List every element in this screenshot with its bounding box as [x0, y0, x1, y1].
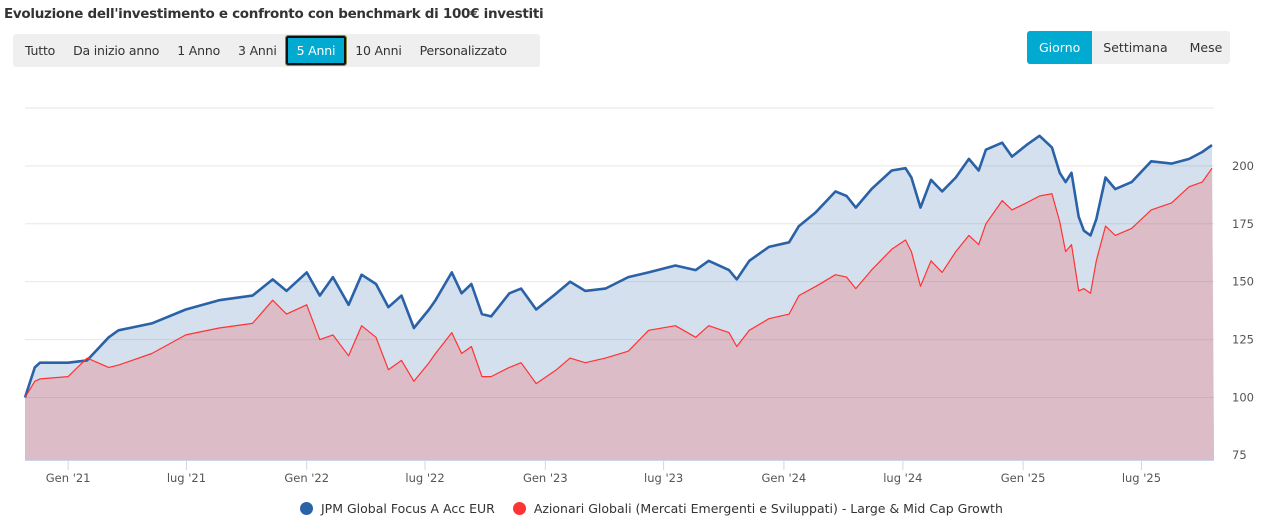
legend: JPM Global Focus A Acc EUR Azionari Glob…: [300, 501, 1021, 516]
y-tick-label: 200: [1232, 159, 1254, 173]
legend-label-fund: JPM Global Focus A Acc EUR: [321, 501, 495, 516]
range-button-ytd[interactable]: Da inizio anno: [73, 43, 160, 58]
granularity-selector: Giorno Settimana Mese: [1027, 31, 1230, 64]
y-tick-label: 150: [1232, 275, 1254, 289]
range-button-10y[interactable]: 10 Anni: [355, 43, 402, 58]
x-tick-label: lug '22: [405, 471, 444, 485]
benchmark-dot-icon: [512, 502, 526, 515]
chart-title: Evoluzione dell'investimento e confronto…: [4, 6, 544, 22]
series-line-fund: [23, 134, 1213, 398]
granularity-week-button[interactable]: Settimana: [1103, 40, 1168, 55]
granularity-day-button[interactable]: Giorno: [1027, 31, 1093, 64]
y-tick-label: 75: [1232, 448, 1247, 462]
x-tick-label: lug '23: [644, 471, 683, 485]
x-tick-label: Gen '22: [284, 471, 329, 485]
series-line-benchmark: [24, 167, 1213, 398]
x-tick-label: Gen '24: [762, 471, 807, 485]
range-button-tutto[interactable]: Tutto: [25, 43, 56, 58]
x-tick-label: lug '25: [1122, 471, 1161, 485]
x-tick-label: Gen '21: [46, 471, 91, 485]
fund-dot-icon: [300, 502, 313, 515]
y-tick-label: 100: [1232, 390, 1254, 404]
legend-label-benchmark: Azionari Globali (Mercati Emergenti e Sv…: [533, 501, 1003, 516]
y-tick-label: 175: [1232, 217, 1254, 231]
granularity-month-button[interactable]: Mese: [1189, 40, 1223, 55]
y-tick-label: 125: [1232, 333, 1254, 347]
range-button-custom[interactable]: Personalizzato: [419, 43, 507, 58]
x-tick-label: Gen '25: [1001, 471, 1046, 485]
legend-item-benchmark[interactable]: Azionari Globali (Mercati Emergenti e Sv…: [512, 501, 1003, 516]
range-button-3y[interactable]: 3 Anni: [238, 43, 277, 58]
x-tick-label: Gen '23: [523, 471, 568, 485]
range-button-1y[interactable]: 1 Anno: [177, 43, 221, 58]
performance-chart: 75 100 125 150 175 200 Gen '21 lug '21 Gen '22 lu…: [23, 107, 1254, 485]
x-tick-label: lug '21: [167, 471, 206, 485]
legend-item-fund[interactable]: JPM Global Focus A Acc EUR: [300, 501, 495, 516]
x-tick-label: lug '24: [883, 471, 922, 485]
range-button-5y[interactable]: 5 Anni: [284, 35, 348, 66]
range-selector: Tutto Da inizio anno 1 Anno 3 Anni 5 Ann…: [13, 34, 540, 67]
series-area-1: [25, 168, 1214, 460]
